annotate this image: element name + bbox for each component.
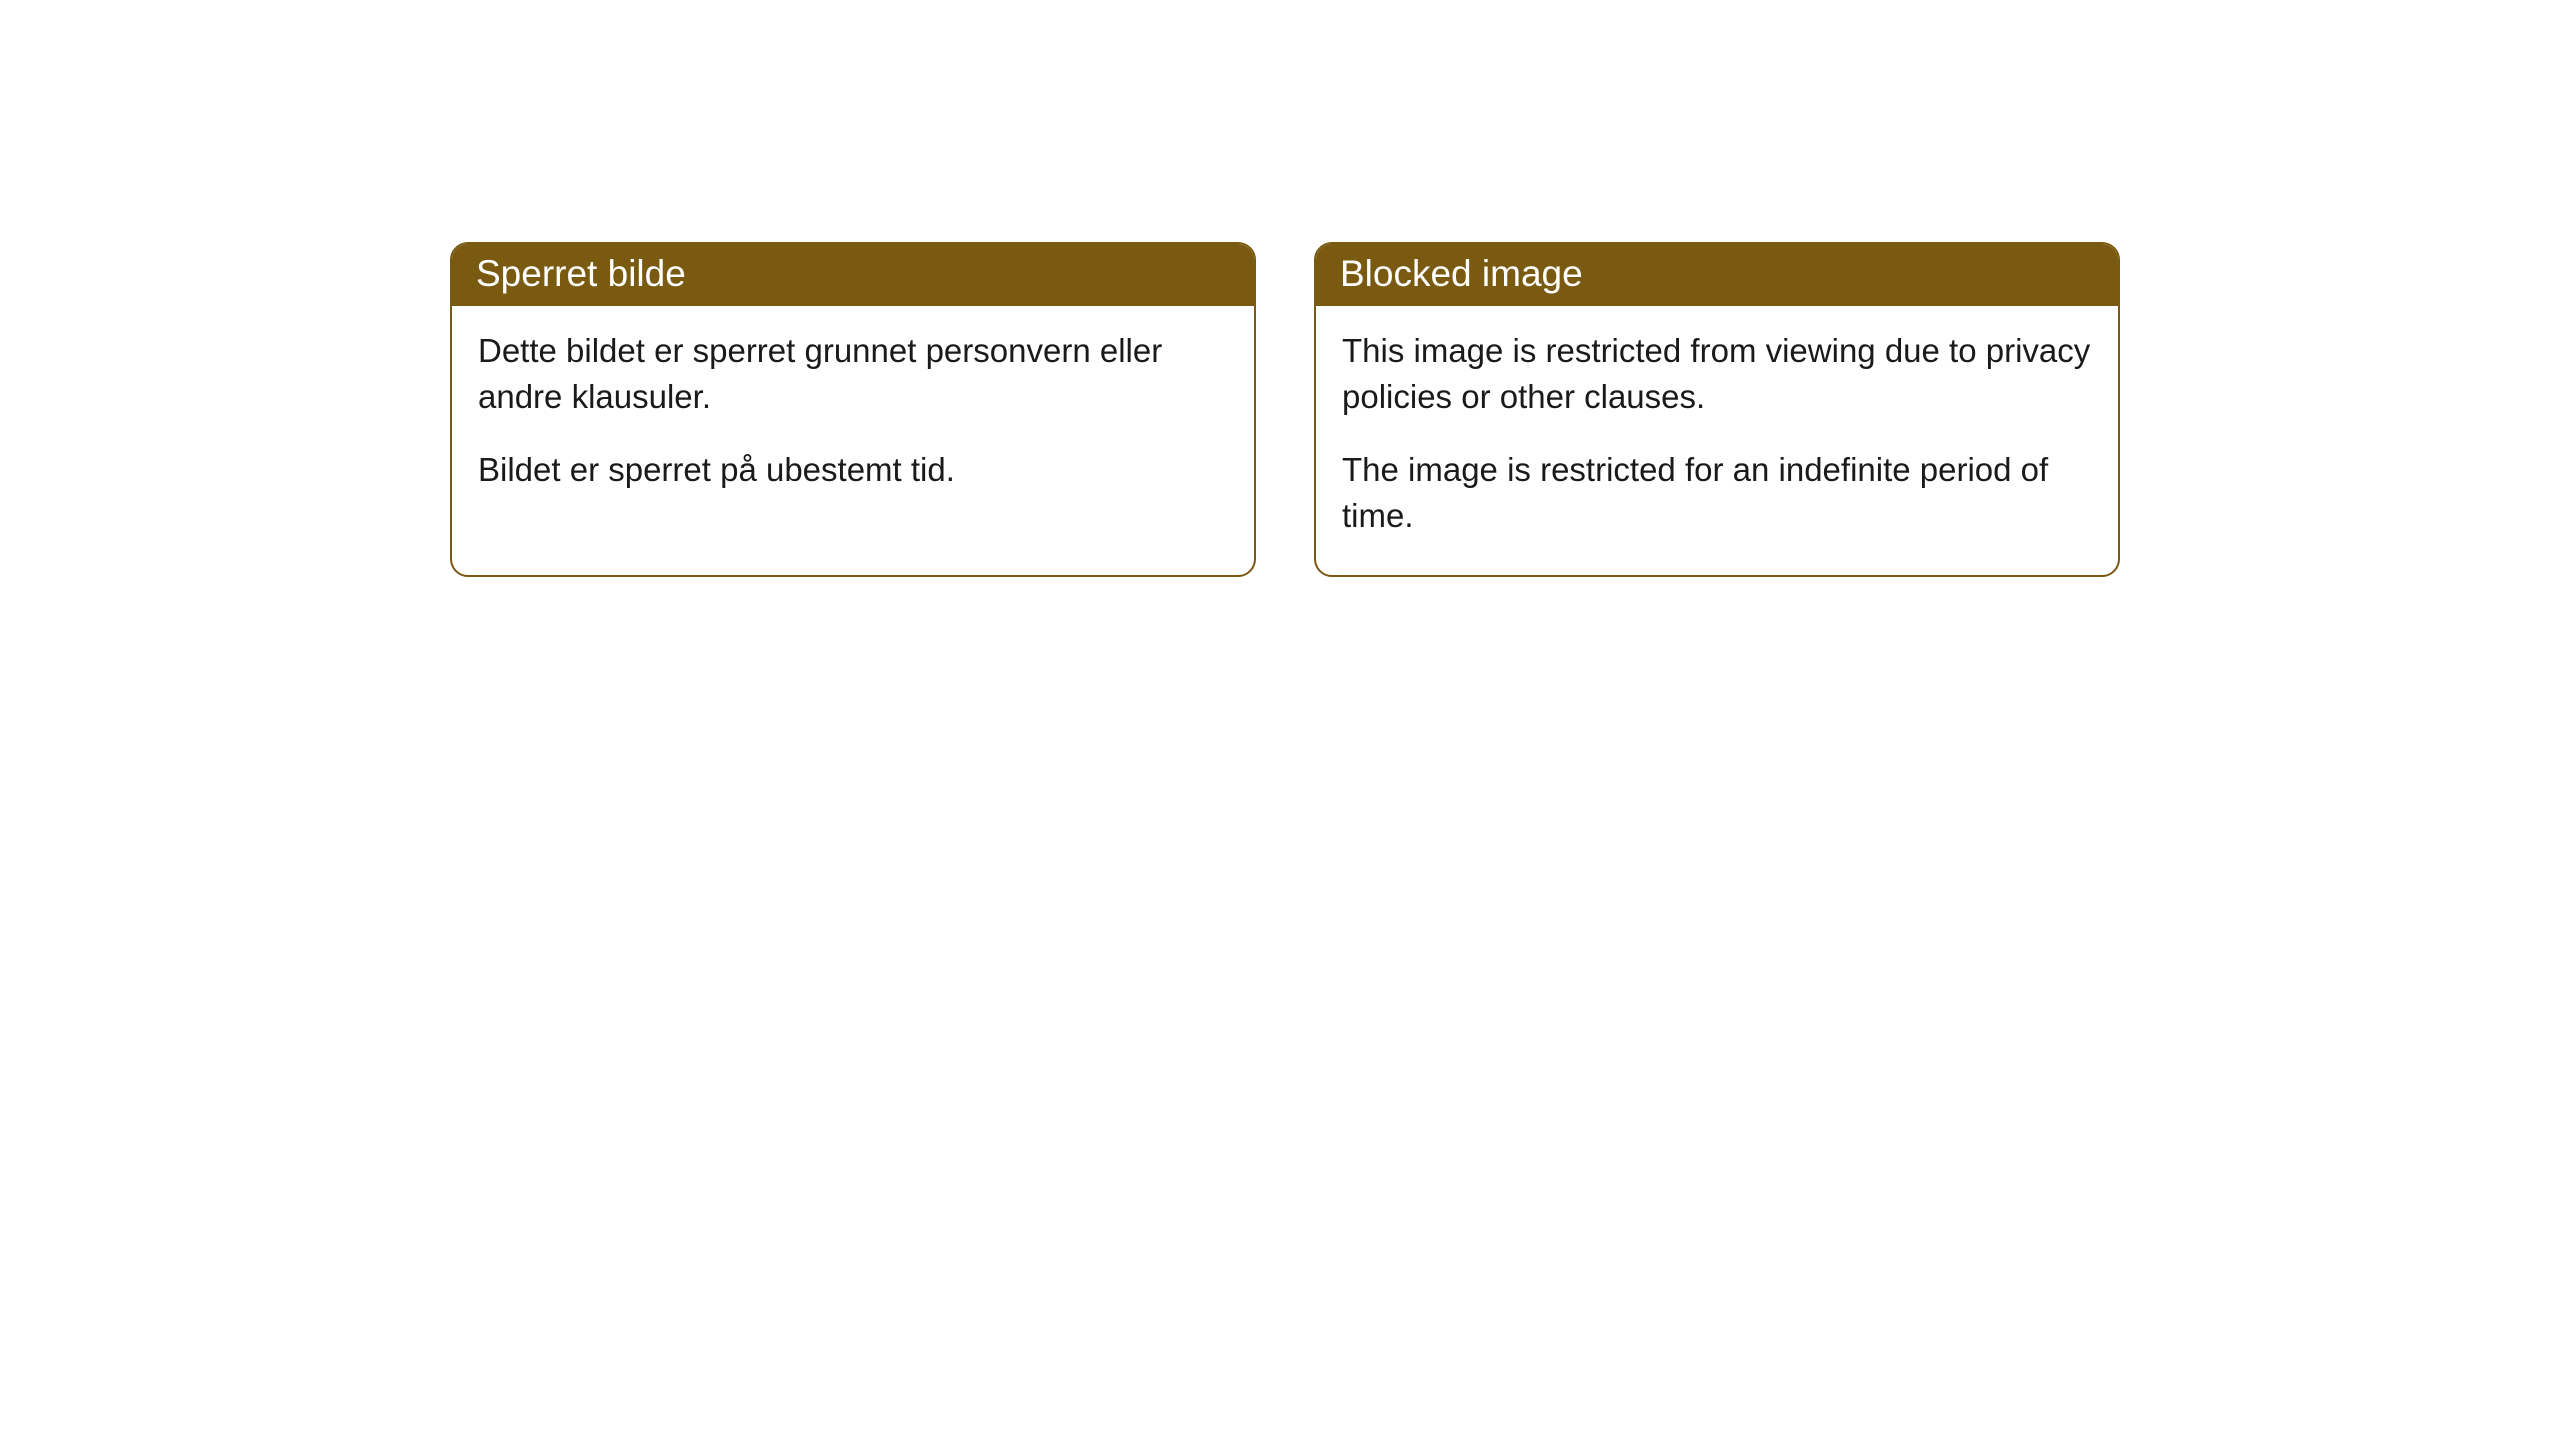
card-paragraph: Dette bildet er sperret grunnet personve… <box>478 328 1228 419</box>
card-body: This image is restricted from viewing du… <box>1316 306 2118 574</box>
card-paragraph: Bildet er sperret på ubestemt tid. <box>478 447 1228 493</box>
card-paragraph: This image is restricted from viewing du… <box>1342 328 2092 419</box>
card-body: Dette bildet er sperret grunnet personve… <box>452 306 1254 529</box>
card-header: Blocked image <box>1316 244 2118 306</box>
blocked-image-card-norwegian: Sperret bilde Dette bildet er sperret gr… <box>450 242 1256 577</box>
card-paragraph: The image is restricted for an indefinit… <box>1342 447 2092 538</box>
card-header: Sperret bilde <box>452 244 1254 306</box>
blocked-image-card-english: Blocked image This image is restricted f… <box>1314 242 2120 577</box>
blocked-image-notices: Sperret bilde Dette bildet er sperret gr… <box>450 242 2560 577</box>
